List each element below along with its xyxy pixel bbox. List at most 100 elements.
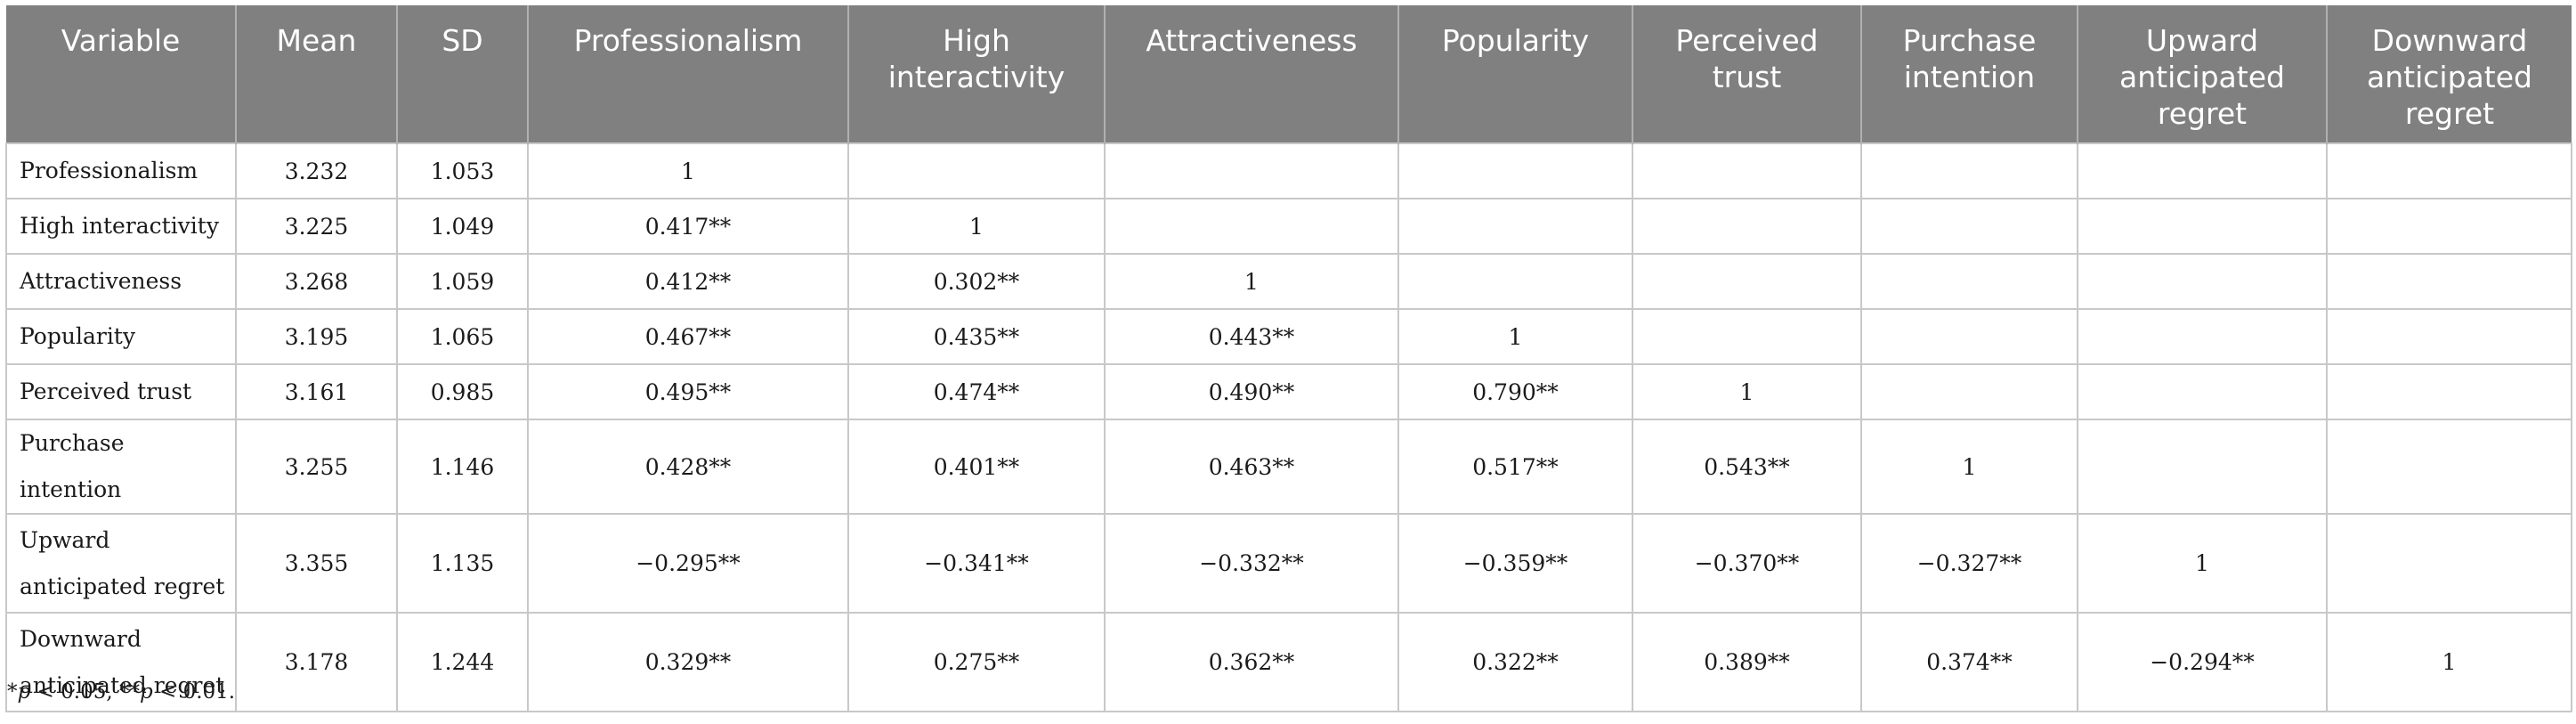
row-label: Attractiveness [5,253,237,310]
sd-cell: 1.244 [396,612,529,712]
row-label: High interactivity [5,198,237,255]
correlation-cell: 1 [1104,253,1399,310]
correlation-table: Variable Mean SD Professionalism High in… [5,5,2572,712]
correlation-cell: −0.359** [1397,513,1633,614]
correlation-cell: 0.329** [527,612,849,712]
correlation-cell: 1 [1860,419,2078,515]
mean-cell: 3.225 [235,198,398,255]
row-label: Downward anticipated regret [5,612,237,712]
correlation-cell: 0.474** [847,363,1106,420]
correlation-cell: −0.295** [527,513,849,614]
correlation-cell: 0.435** [847,308,1106,365]
mean-cell: 3.232 [235,142,398,199]
sd-cell: 1.135 [396,513,529,614]
sd-cell: 1.065 [396,308,529,365]
correlation-cell: −0.327** [1860,513,2078,614]
header-perceived-trust: Perceived trust [1632,5,1861,143]
correlation-cell [1397,198,1633,255]
table-row: Upward anticipated regret 3.355 1.135 −0… [5,513,2572,614]
correlation-cell: 1 [1632,363,1862,420]
header-popularity: Popularity [1397,5,1632,143]
correlation-cell [2077,142,2328,199]
correlation-cell: 0.543** [1632,419,1862,515]
correlation-cell: 0.374** [1860,612,2078,712]
correlation-cell: −0.294** [2077,612,2328,712]
correlation-cell [1860,363,2078,420]
header-professionalism: Professionalism [527,5,848,143]
correlation-cell [2077,308,2328,365]
correlation-cell [1860,142,2078,199]
table-row: Attractiveness 3.268 1.059 0.412** 0.302… [5,253,2572,310]
correlation-cell: 0.322** [1397,612,1633,712]
correlation-cell: 0.790** [1397,363,1633,420]
correlation-cell: 0.412** [527,253,849,310]
correlation-cell: −0.341** [847,513,1106,614]
correlation-cell [2077,419,2328,515]
correlation-cell [1632,198,1862,255]
row-label: Upward anticipated regret [5,513,237,614]
correlation-cell: 0.401** [847,419,1106,515]
header-attractiveness: Attractiveness [1104,5,1398,143]
correlation-cell [1397,253,1633,310]
mean-cell: 3.178 [235,612,398,712]
table-row: Professionalism 3.232 1.053 1 [5,142,2572,199]
row-label: Perceived trust [5,363,237,420]
table-row: Downward anticipated regret 3.178 1.244 … [5,612,2572,712]
correlation-cell: −0.332** [1104,513,1399,614]
table-row: Popularity 3.195 1.065 0.467** 0.435** 0… [5,308,2572,365]
correlation-cell [1104,142,1399,199]
correlation-cell: 1 [2326,612,2572,712]
correlation-cell [1860,198,2078,255]
correlation-cell [2326,513,2572,614]
correlation-cell [1860,253,2078,310]
header-variable: Variable [6,5,236,143]
correlation-cell: 1 [847,198,1106,255]
correlation-cell [2326,142,2572,199]
table-row: Purchase intention 3.255 1.146 0.428** 0… [5,419,2572,515]
sd-cell: 1.059 [396,253,529,310]
sd-cell: 1.053 [396,142,529,199]
correlation-cell [1632,253,1862,310]
mean-cell: 3.195 [235,308,398,365]
footnote-p-symbol: p [17,680,31,704]
table-row: Perceived trust 3.161 0.985 0.495** 0.47… [5,363,2572,420]
correlation-cell: 0.495** [527,363,849,420]
correlation-cell [2326,363,2572,420]
sd-cell: 1.146 [396,419,529,515]
header-downward-anticipated-regret: Downward anticipated regret [2326,5,2572,143]
correlation-cell: 1 [2077,513,2328,614]
correlation-cell: 0.443** [1104,308,1399,365]
header-sd: SD [396,5,528,143]
mean-cell: 3.268 [235,253,398,310]
mean-cell: 3.255 [235,419,398,515]
correlation-cell: 0.302** [847,253,1106,310]
correlation-cell: 0.428** [527,419,849,515]
sd-cell: 1.049 [396,198,529,255]
correlation-cell: 1 [527,142,849,199]
correlation-cell: 0.417** [527,198,849,255]
footnote-star: * [7,680,18,704]
table-row: High interactivity 3.225 1.049 0.417** 1 [5,198,2572,255]
correlation-cell: −0.370** [1632,513,1862,614]
correlation-cell [1397,142,1633,199]
row-label: Popularity [5,308,237,365]
footnote-p-symbol: p [139,680,153,704]
header-row: Variable Mean SD Professionalism High in… [6,5,2572,143]
correlation-cell [2326,198,2572,255]
header-purchase-intention: Purchase intention [1860,5,2078,143]
correlation-cell [2077,363,2328,420]
row-label: Purchase intention [5,419,237,515]
sd-cell: 0.985 [396,363,529,420]
correlation-cell: 1 [1397,308,1633,365]
header-high-interactivity: High interactivity [847,5,1105,143]
correlation-cell [2077,198,2328,255]
header-upward-anticipated-regret: Upward anticipated regret [2077,5,2327,143]
correlation-cell: 0.463** [1104,419,1399,515]
correlation-cell [1632,142,1862,199]
correlation-cell: 0.362** [1104,612,1399,712]
correlation-cell: 0.490** [1104,363,1399,420]
correlation-cell: 0.389** [1632,612,1862,712]
correlation-cell [2326,419,2572,515]
correlation-cell [2326,253,2572,310]
footnote-threshold-2: < 0.01. [152,680,236,704]
